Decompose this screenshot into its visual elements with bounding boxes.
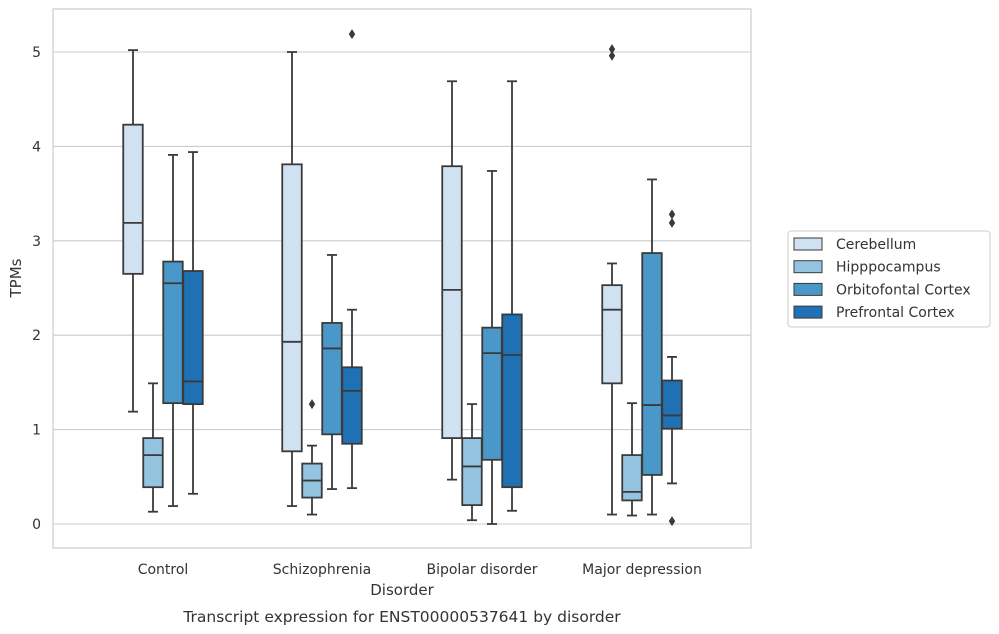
box-hipppocampus (301, 399, 323, 516)
legend-items: Cerebellum Hipppocampus Orbitofontal Corte… (793, 237, 971, 321)
x-tick-label: Major depression (582, 562, 702, 578)
outlier-point (308, 399, 316, 410)
legend-label: Prefrontal Cortex (836, 305, 955, 321)
legend-swatch (793, 260, 823, 274)
box-prefrontal-cortex (501, 80, 523, 512)
iqr-box (182, 270, 204, 406)
iqr-box (341, 366, 363, 445)
box-prefrontal-cortex (661, 209, 683, 527)
legend-frame (787, 230, 991, 328)
chart-caption: Transcript expression for ENST0000053764… (182, 608, 621, 626)
y-tick-label: 2 (32, 328, 41, 344)
outlier-point (668, 516, 676, 527)
iqr-box (481, 326, 503, 461)
box-orbitofontal-cortex (162, 153, 184, 507)
box-orbitofontal-cortex (321, 254, 343, 490)
outlier-point (668, 217, 676, 228)
iqr-box (142, 437, 164, 489)
box-cerebellum (441, 80, 463, 481)
outlier-point (668, 209, 676, 220)
iqr-box (122, 123, 144, 275)
iqr-box (621, 454, 643, 502)
iqr-box (281, 163, 303, 453)
iqr-box (321, 322, 343, 436)
legend-label: Orbitofontal Cortex (836, 282, 971, 298)
y-tick-label: 1 (32, 423, 41, 439)
box-hipppocampus (142, 382, 164, 513)
legend-label: Hipppocampus (836, 260, 941, 276)
y-tick-label: 0 (32, 517, 41, 533)
x-tick-label: Schizophrenia (273, 562, 371, 578)
box-cerebellum (281, 51, 303, 507)
box-hipppocampus (461, 403, 483, 522)
y-tick-label: 4 (32, 139, 41, 155)
box-series (122, 29, 683, 527)
y-tick-label: 3 (32, 234, 41, 250)
x-axis-title: Disorder (370, 581, 434, 599)
legend: Cerebellum Hipppocampus Orbitofontal Corte… (787, 230, 991, 328)
box-orbitofontal-cortex (641, 178, 663, 516)
x-tick-label: Control (138, 562, 189, 578)
legend-swatch (793, 237, 823, 251)
outlier-point (608, 44, 616, 55)
iqr-box (641, 252, 663, 476)
box-hipppocampus (621, 402, 643, 517)
x-tick-label: Bipolar disorder (426, 562, 537, 578)
box-cerebellum (122, 49, 144, 413)
iqr-box (501, 313, 523, 489)
y-tick-label: 5 (32, 45, 41, 61)
legend-label: Cerebellum (836, 237, 916, 253)
legend-swatch (793, 305, 823, 319)
plot-frame (52, 8, 752, 549)
box-prefrontal-cortex (182, 151, 204, 495)
outlier-point (608, 50, 616, 61)
y-axis-title: TPMs (7, 258, 25, 298)
iqr-box (661, 379, 683, 430)
outlier-point (348, 29, 356, 40)
box-cerebellum (601, 44, 623, 516)
x-tick-labels: Control Schizophrenia Bipolar disorder Majo… (138, 562, 702, 578)
iqr-box (461, 437, 483, 507)
y-tick-labels: 0 1 2 3 4 5 (32, 45, 41, 533)
iqr-box (441, 165, 463, 439)
box-prefrontal-cortex (341, 29, 363, 490)
legend-swatch (793, 282, 823, 296)
box-orbitofontal-cortex (481, 170, 503, 525)
iqr-box (601, 284, 623, 385)
